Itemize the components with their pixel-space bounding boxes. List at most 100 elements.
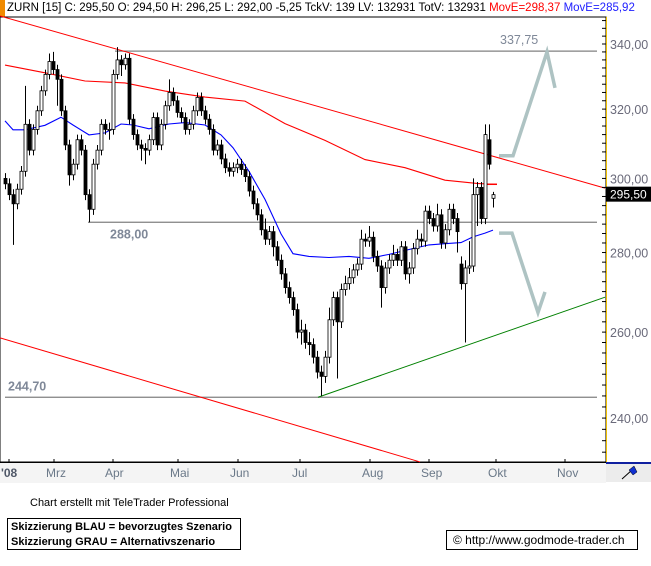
candle-down	[335, 297, 340, 323]
legend-grey: Skizzierung GRAU = Alternativszenario	[11, 536, 216, 548]
candle-down	[223, 158, 228, 169]
candle-down	[219, 144, 224, 160]
candle-up	[447, 208, 452, 231]
candle-up	[95, 149, 100, 165]
candle-down	[303, 329, 308, 343]
candle-down	[275, 246, 280, 261]
candle-up	[367, 236, 372, 242]
candle-down	[307, 342, 312, 345]
candle-down	[199, 97, 204, 112]
plot-area[interactable]	[0, 16, 607, 463]
candle-up	[147, 139, 152, 151]
candle-down	[143, 148, 148, 151]
candle-down	[263, 229, 268, 240]
candle-down	[135, 134, 140, 146]
x-tick-label: Mrz	[46, 466, 66, 480]
trendline	[317, 296, 606, 398]
x-axis-band	[0, 463, 606, 483]
level-label: 244,70	[8, 379, 46, 393]
candle-down	[455, 218, 460, 233]
y-tick-label: 280,00	[610, 247, 648, 261]
candle-down	[11, 194, 16, 205]
candle-up	[111, 74, 116, 130]
level-label: 337,75	[500, 33, 538, 47]
candle-down	[363, 238, 368, 242]
candle-up	[467, 265, 472, 269]
candle-up	[99, 123, 104, 151]
price-chart[interactable]: 337,75 288,00 244,70 340,00 320,00 300,00 280…	[0, 0, 651, 490]
x-tick-label: Jul	[292, 466, 307, 480]
candle-down	[203, 110, 208, 120]
candle-down	[459, 263, 464, 285]
candle-up	[159, 123, 164, 146]
candle-down	[315, 356, 320, 373]
candle-down	[7, 183, 12, 196]
candle-down	[487, 139, 492, 165]
candle-down	[283, 273, 288, 289]
candle-up	[123, 57, 128, 66]
candle-down	[103, 123, 108, 130]
x-tick-label: Sep	[421, 466, 443, 480]
candle-up	[47, 61, 52, 75]
pen-icon	[621, 465, 638, 480]
candle-down	[379, 265, 384, 289]
candle-up	[31, 129, 36, 151]
candle-up	[75, 139, 80, 165]
candle-down	[395, 254, 400, 261]
y-tick-label: 300,00	[610, 172, 648, 186]
candle-up	[43, 74, 48, 92]
draw-tool-button[interactable]	[606, 462, 651, 482]
candle-down	[127, 57, 132, 120]
candle-down	[51, 61, 56, 70]
candle-up	[339, 289, 344, 323]
candle-up	[391, 254, 396, 261]
y-tick-label: 320,00	[610, 103, 648, 117]
candle-up	[435, 214, 440, 227]
candle-up	[323, 356, 328, 377]
x-tick-label: Apr	[105, 466, 124, 480]
candle-down	[479, 187, 484, 219]
candle-down	[295, 309, 300, 333]
chart-header: ZURN [15] C: 295,50 O: 294,50 H: 296,25 …	[0, 0, 651, 17]
candle-down	[243, 169, 248, 178]
x-tick-label: Okt	[488, 466, 507, 480]
candle-up	[235, 163, 240, 169]
candle-down	[79, 139, 84, 151]
candle-down	[439, 214, 444, 244]
candle-up	[71, 163, 76, 176]
candle-down	[427, 210, 432, 219]
candle-up	[443, 229, 448, 244]
candle-down	[419, 238, 424, 242]
x-tick-label: '08	[1, 466, 18, 480]
candle-down	[55, 69, 60, 80]
candle-up	[399, 246, 404, 261]
candle-down	[131, 118, 136, 135]
header-marker	[0, 0, 5, 17]
candle-up	[331, 297, 336, 321]
candle-down	[247, 176, 252, 192]
y-tick-label: 240,00	[610, 412, 648, 426]
x-tick-label: Mai	[170, 466, 189, 480]
last-price-label: 295,50	[610, 188, 647, 202]
trendline	[0, 15, 606, 189]
candle-down	[375, 255, 380, 267]
candle-down	[291, 297, 296, 311]
source-link[interactable]: © http://www.godmode-trader.ch	[446, 530, 638, 550]
candle-down	[255, 203, 260, 216]
candle-down	[3, 178, 8, 185]
candle-down	[87, 194, 92, 210]
candle-up	[383, 267, 388, 289]
candle-down	[431, 218, 436, 227]
y-tick-label: 340,00	[610, 38, 648, 52]
candle-down	[271, 231, 276, 248]
candle-up	[327, 319, 332, 358]
candle-up	[491, 194, 496, 199]
candle-up	[299, 329, 304, 333]
candle-down	[171, 92, 176, 102]
candle-down	[311, 344, 316, 358]
candle-up	[343, 283, 348, 290]
candle-up	[415, 238, 420, 250]
candle-up	[423, 210, 428, 242]
ma1-label: MovE=298,37	[489, 2, 561, 14]
candle-up	[407, 267, 412, 275]
